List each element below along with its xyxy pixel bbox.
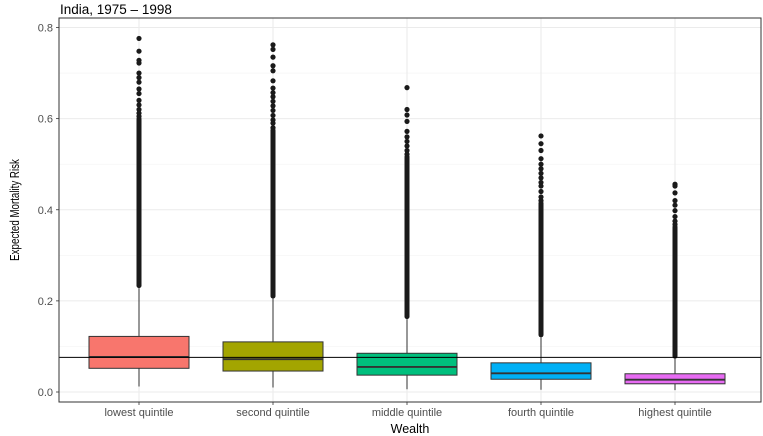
outlier-point bbox=[136, 86, 142, 92]
outlier-point bbox=[270, 120, 276, 126]
outlier-point bbox=[136, 60, 142, 66]
box-iqr bbox=[222, 341, 324, 372]
chart-title: India, 1975 – 1998 bbox=[60, 2, 172, 17]
outlier-point bbox=[270, 107, 276, 114]
outlier-point bbox=[136, 90, 142, 97]
outlier-band bbox=[538, 200, 544, 338]
box-iqr bbox=[356, 352, 458, 376]
outlier-point bbox=[538, 170, 544, 176]
box-fourth-quintile bbox=[490, 133, 592, 390]
outlier-point bbox=[538, 166, 544, 172]
outlier-point bbox=[538, 198, 544, 204]
outlier-point bbox=[136, 113, 142, 119]
outlier-point bbox=[270, 103, 276, 109]
outlier-point bbox=[404, 151, 410, 157]
outlier-point bbox=[270, 85, 276, 91]
outlier-point bbox=[538, 156, 544, 162]
outlier-point bbox=[270, 63, 276, 69]
y-tick-label: 0.0 bbox=[38, 387, 53, 399]
x-tick-label: fourth quintile bbox=[508, 407, 574, 419]
outlier-point bbox=[270, 90, 276, 96]
outlier-point bbox=[538, 161, 544, 167]
outlier-point bbox=[538, 133, 544, 139]
y-tick-label: 0.4 bbox=[38, 205, 53, 217]
outlier-point bbox=[404, 143, 410, 149]
x-tick-label: highest quintile bbox=[638, 407, 711, 419]
outlier-point bbox=[672, 213, 678, 220]
box-middle-quintile bbox=[356, 85, 458, 390]
box-lowest-quintile bbox=[88, 35, 190, 387]
outlier-point bbox=[538, 175, 544, 181]
outlier-point bbox=[270, 112, 276, 119]
box-iqr bbox=[624, 373, 726, 385]
box-highest-quintile bbox=[624, 181, 726, 391]
outlier-point bbox=[404, 118, 410, 124]
outlier-point bbox=[538, 188, 544, 195]
outlier-point bbox=[672, 208, 678, 214]
outlier-point bbox=[538, 141, 544, 147]
outlier-point bbox=[672, 198, 678, 204]
outlier-band bbox=[136, 116, 142, 289]
outlier-point bbox=[270, 125, 276, 131]
outlier-point bbox=[136, 75, 142, 81]
x-tick-label: lowest quintile bbox=[104, 407, 173, 419]
outlier-point bbox=[136, 97, 142, 103]
box-iqr bbox=[490, 362, 592, 380]
outlier-point bbox=[672, 221, 678, 227]
outlier-band bbox=[672, 224, 678, 359]
outlier-band bbox=[404, 154, 410, 320]
outlier-point bbox=[270, 78, 276, 84]
outlier-point bbox=[538, 179, 544, 186]
outlier-point bbox=[136, 106, 142, 113]
outlier-point bbox=[270, 94, 276, 100]
outlier-point bbox=[672, 190, 678, 196]
outlier-point bbox=[672, 183, 678, 189]
y-tick-label: 0.2 bbox=[38, 296, 53, 308]
outlier-point bbox=[404, 138, 410, 145]
outlier-point bbox=[404, 85, 410, 91]
y-axis: 0.0 0.2 0.4 0.6 0.8 bbox=[38, 23, 59, 399]
outlier-point bbox=[270, 98, 276, 104]
y-tick-label: 0.8 bbox=[38, 23, 53, 35]
outlier-point bbox=[136, 70, 142, 76]
box-layer bbox=[58, 17, 762, 403]
outlier-point bbox=[136, 102, 142, 108]
outlier-point bbox=[404, 128, 410, 134]
outlier-point bbox=[404, 106, 410, 113]
outlier-point bbox=[538, 183, 544, 189]
x-axis-title: Wealth bbox=[391, 422, 430, 436]
outlier-point bbox=[136, 35, 142, 42]
outlier-point bbox=[404, 112, 410, 118]
box-iqr bbox=[88, 335, 190, 369]
outlier-point bbox=[404, 147, 410, 154]
outlier-point bbox=[270, 54, 276, 60]
y-tick-label: 0.6 bbox=[38, 114, 53, 126]
outlier-point bbox=[270, 42, 276, 48]
box-second-quintile bbox=[222, 42, 324, 388]
outlier-point bbox=[538, 194, 544, 200]
outlier-point bbox=[136, 48, 142, 54]
x-axis: lowest quintile second quintile middle qui… bbox=[104, 402, 712, 419]
outlier-band bbox=[270, 127, 276, 299]
outlier-point bbox=[672, 202, 678, 208]
outlier-point bbox=[136, 79, 142, 85]
outlier-point bbox=[404, 134, 410, 140]
x-tick-label: second quintile bbox=[236, 407, 309, 419]
y-axis-title: Expected Mortality Risk bbox=[9, 159, 22, 261]
outlier-point bbox=[270, 68, 276, 74]
x-tick-label: middle quintile bbox=[372, 407, 442, 419]
outlier-point bbox=[270, 46, 276, 52]
outlier-point bbox=[538, 147, 544, 154]
